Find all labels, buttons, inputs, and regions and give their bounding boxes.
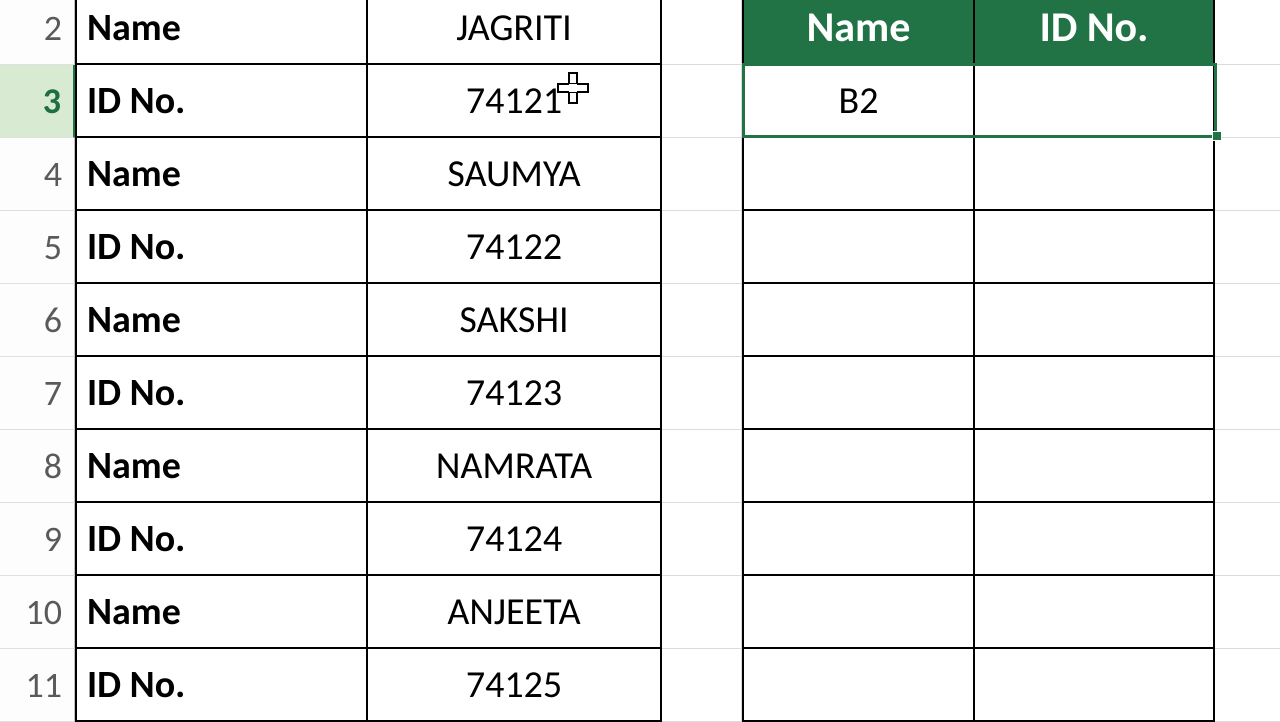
fill-handle[interactable]	[1212, 131, 1222, 141]
gap-cell[interactable]	[662, 211, 742, 284]
row-header-5[interactable]: 5	[0, 211, 75, 284]
cell-right-b6[interactable]	[975, 284, 1215, 357]
cell-b5[interactable]: 74122	[368, 211, 662, 284]
gap-cell[interactable]	[662, 503, 742, 576]
end-cell[interactable]	[1215, 503, 1280, 576]
cell-a11[interactable]: ID No.	[75, 649, 368, 722]
cell-a10[interactable]: Name	[75, 576, 368, 649]
gap-cell[interactable]	[662, 430, 742, 503]
cell-b7[interactable]: 74123	[368, 357, 662, 430]
cell-b11[interactable]: 74125	[368, 649, 662, 722]
end-cell[interactable]	[1215, 284, 1280, 357]
row-9: 9 ID No. 74124	[0, 503, 1280, 576]
end-cell[interactable]	[1215, 430, 1280, 503]
gap-cell[interactable]	[662, 138, 742, 211]
gap-cell[interactable]	[662, 284, 742, 357]
cell-right-a3[interactable]: B2	[742, 65, 975, 138]
cell-b9[interactable]: 74124	[368, 503, 662, 576]
row-header-3[interactable]: 3	[0, 65, 75, 138]
end-cell[interactable]	[1215, 0, 1280, 65]
gap-cell[interactable]	[662, 649, 742, 722]
cell-right-a5[interactable]	[742, 211, 975, 284]
cell-a3[interactable]: ID No.	[75, 65, 368, 138]
cell-b2[interactable]: JAGRITI	[368, 0, 662, 65]
row-11: 11 ID No. 74125	[0, 649, 1280, 722]
row-header-2[interactable]: 2	[0, 0, 75, 65]
end-cell[interactable]	[1215, 649, 1280, 722]
cell-right-b10[interactable]	[975, 576, 1215, 649]
end-cell[interactable]	[1215, 357, 1280, 430]
cell-right-a11[interactable]	[742, 649, 975, 722]
gap-cell[interactable]	[662, 576, 742, 649]
cell-b8[interactable]: NAMRATA	[368, 430, 662, 503]
cell-right-b9[interactable]	[975, 503, 1215, 576]
cell-right-a9[interactable]	[742, 503, 975, 576]
cell-b4[interactable]: SAUMYA	[368, 138, 662, 211]
cell-b3[interactable]: 74121	[368, 65, 662, 138]
row-header-11[interactable]: 11	[0, 649, 75, 722]
gap-cell[interactable]	[662, 0, 742, 65]
cell-a4[interactable]: Name	[75, 138, 368, 211]
row-header-7[interactable]: 7	[0, 357, 75, 430]
cell-right-a7[interactable]	[742, 357, 975, 430]
cell-right-b3[interactable]	[975, 65, 1215, 138]
cell-b6[interactable]: SAKSHI	[368, 284, 662, 357]
row-header-9[interactable]: 9	[0, 503, 75, 576]
row-2: 2 Name JAGRITI Name ID No.	[0, 0, 1280, 65]
row-header-6[interactable]: 6	[0, 284, 75, 357]
cell-a5[interactable]: ID No.	[75, 211, 368, 284]
right-header-id[interactable]: ID No.	[975, 0, 1215, 65]
row-header-4[interactable]: 4	[0, 138, 75, 211]
cell-right-a8[interactable]	[742, 430, 975, 503]
cell-a6[interactable]: Name	[75, 284, 368, 357]
row-header-8[interactable]: 8	[0, 430, 75, 503]
cell-a8[interactable]: Name	[75, 430, 368, 503]
cell-right-a10[interactable]	[742, 576, 975, 649]
cell-b10[interactable]: ANJEETA	[368, 576, 662, 649]
cell-right-b8[interactable]	[975, 430, 1215, 503]
cell-right-b11[interactable]	[975, 649, 1215, 722]
row-7: 7 ID No. 74123	[0, 357, 1280, 430]
cell-a2[interactable]: Name	[75, 0, 368, 65]
end-cell[interactable]	[1215, 211, 1280, 284]
row-4: 4 Name SAUMYA	[0, 138, 1280, 211]
row-10: 10 Name ANJEETA	[0, 576, 1280, 649]
row-8: 8 Name NAMRATA	[0, 430, 1280, 503]
cell-a9[interactable]: ID No.	[75, 503, 368, 576]
gap-cell[interactable]	[662, 357, 742, 430]
row-6: 6 Name SAKSHI	[0, 284, 1280, 357]
row-5: 5 ID No. 74122	[0, 211, 1280, 284]
cell-right-a4[interactable]	[742, 138, 975, 211]
cell-right-b5[interactable]	[975, 211, 1215, 284]
cell-right-a6[interactable]	[742, 284, 975, 357]
row-header-10[interactable]: 10	[0, 576, 75, 649]
gap-cell[interactable]	[662, 65, 742, 138]
cell-right-b4[interactable]	[975, 138, 1215, 211]
end-cell[interactable]	[1215, 576, 1280, 649]
end-cell[interactable]	[1215, 138, 1280, 211]
spreadsheet-grid[interactable]: 2 Name JAGRITI Name ID No. 3 ID No. 7412…	[0, 0, 1280, 722]
cell-right-b7[interactable]	[975, 357, 1215, 430]
cell-a7[interactable]: ID No.	[75, 357, 368, 430]
end-cell[interactable]	[1215, 65, 1280, 138]
row-3: 3 ID No. 74121 B2	[0, 65, 1280, 138]
right-header-name[interactable]: Name	[742, 0, 975, 65]
